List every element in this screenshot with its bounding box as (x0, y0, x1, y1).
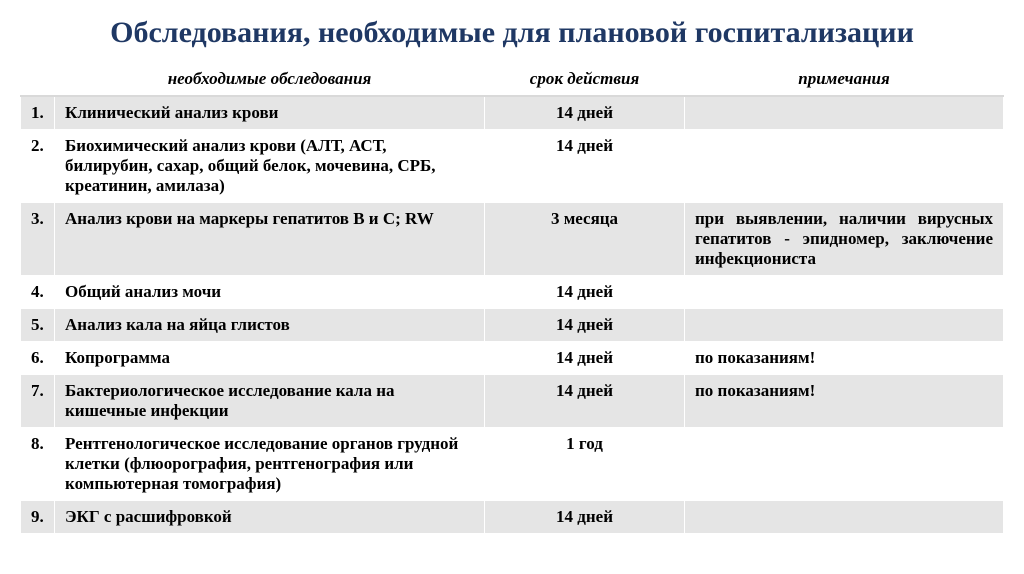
header-note: примечания (685, 63, 1004, 97)
table-header-row: необходимые обследования срок действия п… (21, 63, 1004, 97)
cell-validity: 14 дней (485, 130, 685, 203)
cell-num: 4. (21, 276, 55, 309)
cell-note (685, 501, 1004, 534)
cell-num: 2. (21, 130, 55, 203)
cell-note (685, 96, 1004, 130)
cell-validity: 14 дней (485, 96, 685, 130)
exams-table: необходимые обследования срок действия п… (20, 62, 1004, 534)
cell-note (685, 428, 1004, 501)
header-validity: срок действия (485, 63, 685, 97)
table-row: 4.Общий анализ мочи14 дней (21, 276, 1004, 309)
cell-num: 5. (21, 309, 55, 342)
cell-exam: ЭКГ с расшифровкой (55, 501, 485, 534)
cell-num: 7. (21, 375, 55, 428)
cell-note (685, 309, 1004, 342)
cell-exam: Копрограмма (55, 342, 485, 375)
table-row: 7.Бактериологическое исследование кала н… (21, 375, 1004, 428)
cell-note: по показаниям! (685, 342, 1004, 375)
cell-note: при выявлении, наличии вирусных гепатито… (685, 203, 1004, 276)
cell-num: 3. (21, 203, 55, 276)
cell-exam: Рентгенологическое исследование органов … (55, 428, 485, 501)
cell-validity: 14 дней (485, 309, 685, 342)
table-row: 8.Рентгенологическое исследование органо… (21, 428, 1004, 501)
cell-validity: 1 год (485, 428, 685, 501)
cell-exam: Бактериологическое исследование кала на … (55, 375, 485, 428)
cell-validity: 14 дней (485, 375, 685, 428)
cell-num: 8. (21, 428, 55, 501)
table-row: 5.Анализ кала на яйца глистов14 дней (21, 309, 1004, 342)
table-row: 3.Анализ крови на маркеры гепатитов В и … (21, 203, 1004, 276)
page-title: Обследования, необходимые для плановой г… (20, 16, 1004, 50)
cell-exam: Общий анализ мочи (55, 276, 485, 309)
cell-note (685, 130, 1004, 203)
cell-num: 9. (21, 501, 55, 534)
cell-exam: Биохимический анализ крови (АЛТ, АСТ, би… (55, 130, 485, 203)
cell-validity: 14 дней (485, 276, 685, 309)
cell-num: 6. (21, 342, 55, 375)
header-num (21, 63, 55, 97)
cell-validity: 14 дней (485, 501, 685, 534)
table-row: 2.Биохимический анализ крови (АЛТ, АСТ, … (21, 130, 1004, 203)
cell-exam: Анализ кала на яйца глистов (55, 309, 485, 342)
table-body: 1.Клинический анализ крови14 дней2.Биохи… (21, 96, 1004, 534)
table-row: 6.Копрограмма14 днейпо показаниям! (21, 342, 1004, 375)
cell-num: 1. (21, 96, 55, 130)
cell-validity: 14 дней (485, 342, 685, 375)
table-row: 1.Клинический анализ крови14 дней (21, 96, 1004, 130)
cell-exam: Анализ крови на маркеры гепатитов В и С;… (55, 203, 485, 276)
cell-note (685, 276, 1004, 309)
cell-exam: Клинический анализ крови (55, 96, 485, 130)
cell-note: по показаниям! (685, 375, 1004, 428)
cell-validity: 3 месяца (485, 203, 685, 276)
header-exam: необходимые обследования (55, 63, 485, 97)
table-row: 9.ЭКГ с расшифровкой14 дней (21, 501, 1004, 534)
